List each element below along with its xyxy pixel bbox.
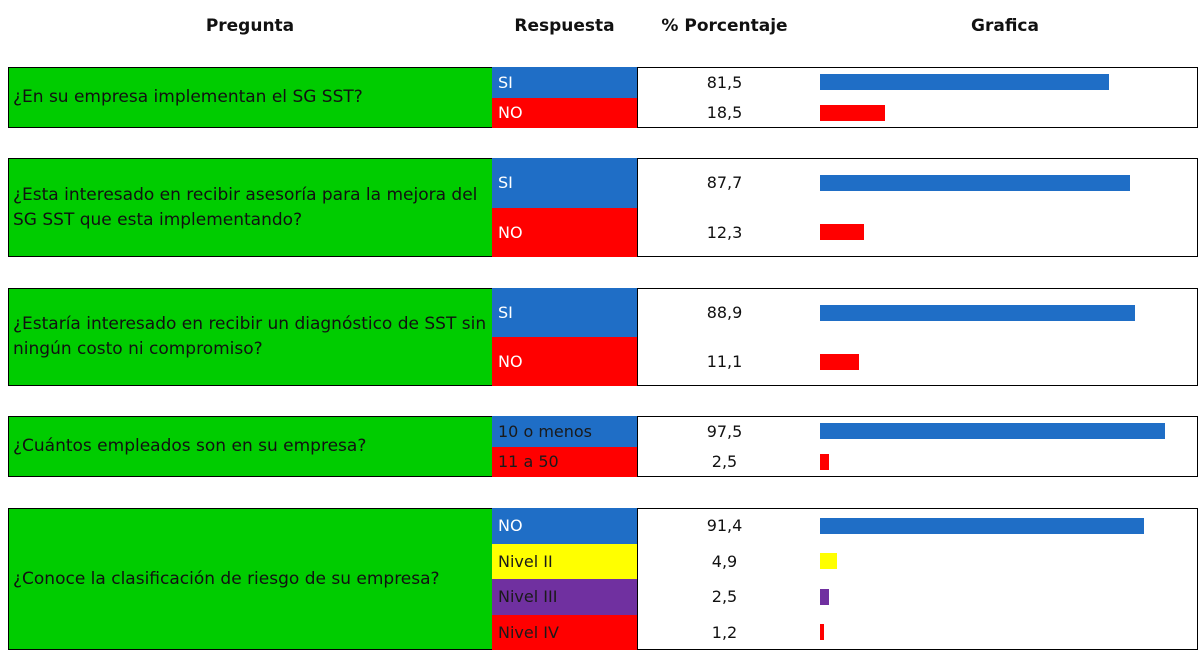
header-answer: Respuesta xyxy=(514,16,615,36)
percent-cell: 91,4 xyxy=(706,516,743,536)
percent-cell: 11,1 xyxy=(706,352,743,371)
header-chart: Grafica xyxy=(971,16,1039,36)
answer-cell: SI xyxy=(492,158,637,208)
question-cell: ¿En su empresa implementan el SG SST? xyxy=(8,67,493,128)
bar xyxy=(820,517,1144,534)
answer-cell: Nivel II xyxy=(492,543,637,579)
answer-cell: NO xyxy=(492,508,637,544)
bar xyxy=(820,174,1131,191)
bar xyxy=(820,304,1135,321)
answer-cell: NO xyxy=(492,97,637,128)
bar xyxy=(820,553,838,570)
answer-cell: SI xyxy=(492,67,637,98)
bar xyxy=(820,423,1166,440)
answer-cell: 10 o menos xyxy=(492,416,637,447)
bar xyxy=(820,104,886,121)
percent-cell: 4,9 xyxy=(711,551,738,571)
question-cell: ¿Cuántos empleados son en su empresa? xyxy=(8,416,493,477)
answer-cell: 11 a 50 xyxy=(492,446,637,477)
percent-cell: 2,5 xyxy=(711,452,738,472)
percent-cell: 87,7 xyxy=(706,173,743,193)
percent-cell: 81,5 xyxy=(706,72,743,92)
answer-cell: Nivel III xyxy=(492,579,637,615)
percent-cell: 18,5 xyxy=(706,103,743,123)
answer-cell: NO xyxy=(492,337,637,386)
question-cell: ¿Conoce la clasificación de riesgo de su… xyxy=(8,508,493,650)
bar xyxy=(820,353,860,370)
answer-cell: SI xyxy=(492,288,637,337)
header-question: Pregunta xyxy=(205,16,295,36)
percent-cell: 12,3 xyxy=(706,222,743,242)
percent-cell: 2,5 xyxy=(711,587,738,607)
bar xyxy=(820,588,829,605)
bar xyxy=(820,453,829,470)
answer-cell: NO xyxy=(492,207,637,257)
question-cell: ¿Estaría interesado en recibir un diagnó… xyxy=(8,288,493,386)
header-percent: % Porcentaje xyxy=(661,16,788,36)
percent-cell: 97,5 xyxy=(706,421,743,441)
percent-cell: 88,9 xyxy=(706,303,743,322)
percent-cell: 1,2 xyxy=(711,622,738,642)
bar xyxy=(820,624,825,641)
answer-cell: Nivel IV xyxy=(492,614,637,650)
bar xyxy=(820,74,1109,91)
question-cell: ¿Esta interesado en recibir asesoría par… xyxy=(8,158,493,257)
bar xyxy=(820,224,864,241)
